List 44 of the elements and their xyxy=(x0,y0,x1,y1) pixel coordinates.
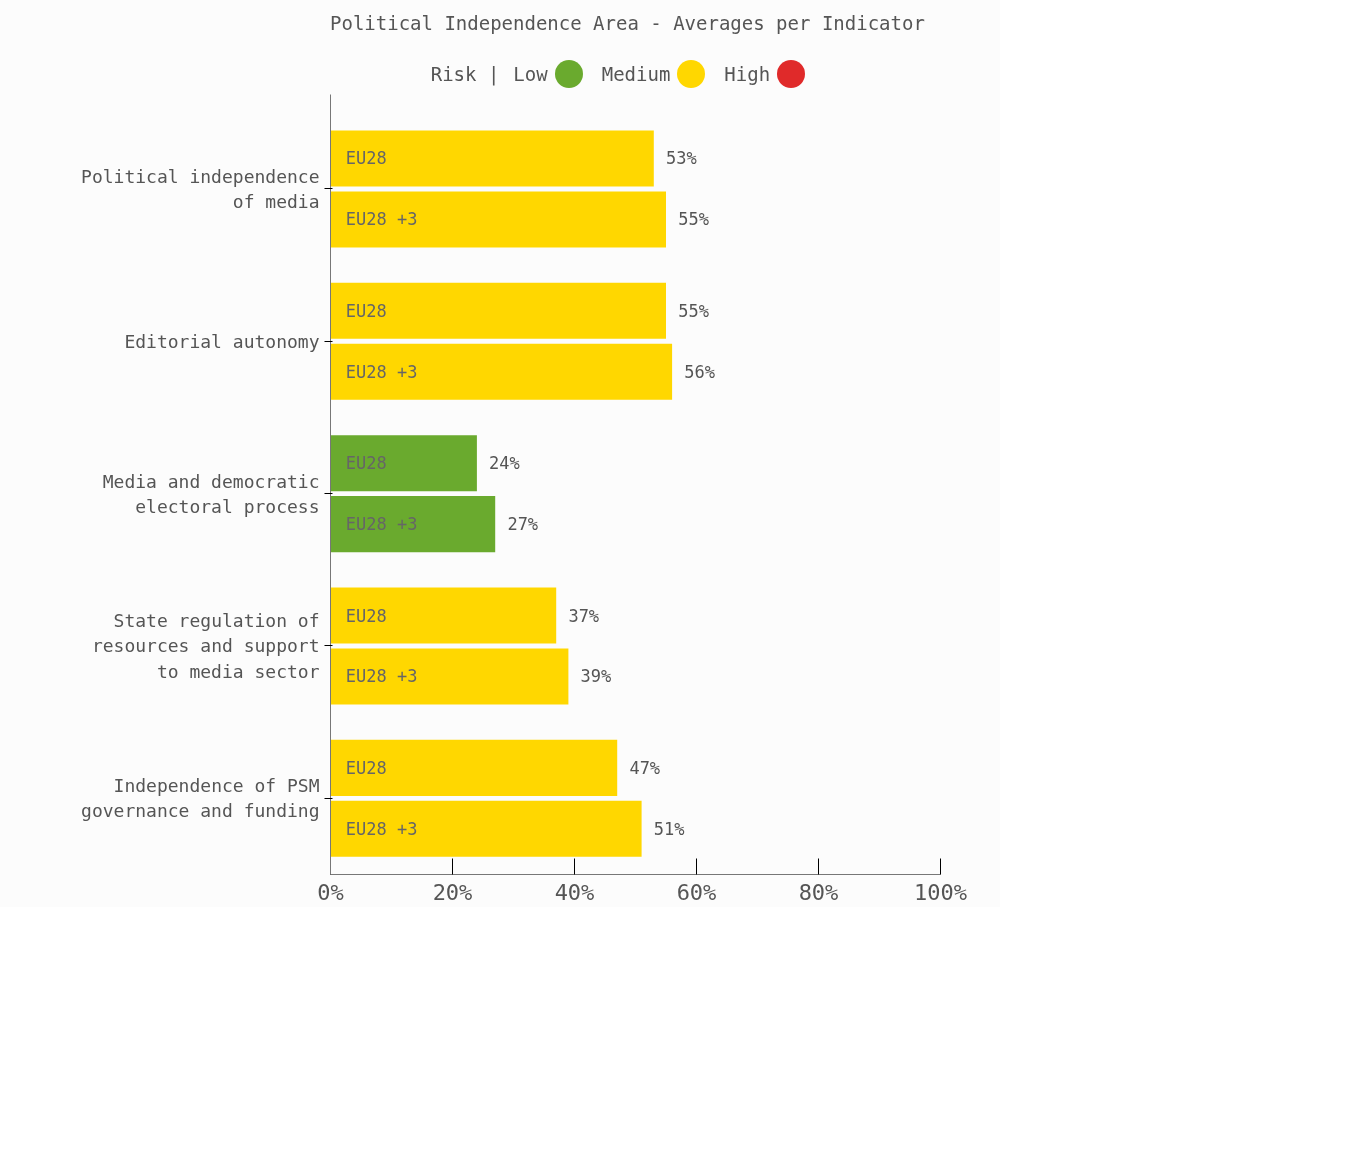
bar xyxy=(330,435,477,492)
text: EU28 +3 xyxy=(345,361,418,382)
text: EU28 xyxy=(345,453,387,474)
text: EU28 +3 xyxy=(345,818,418,839)
y-tick-label: Media and democratic electoral process xyxy=(102,470,320,517)
text: EU28 xyxy=(345,605,387,626)
data-label: 51% xyxy=(653,818,685,839)
bar xyxy=(330,800,642,857)
bar xyxy=(330,191,666,248)
y-tick-label: Political independence of media xyxy=(81,165,320,213)
data-label: 55% xyxy=(678,209,709,230)
bar xyxy=(330,587,557,644)
data-label: 55% xyxy=(678,300,709,321)
x-tick-label: 100% xyxy=(914,879,967,905)
bar xyxy=(330,343,673,400)
data-label: 47% xyxy=(629,758,661,778)
x-tick-label: 20% xyxy=(432,879,473,905)
data-label: 56% xyxy=(684,361,716,382)
y-tick-label: Editorial autonomy xyxy=(124,330,320,352)
text: EU28 +3 xyxy=(345,666,418,687)
y-tick-label: State regulation of resources and support to media sector xyxy=(91,610,320,682)
data-label: 24% xyxy=(489,453,520,474)
text: EU28 xyxy=(345,758,387,778)
x-tick-label: 0% xyxy=(317,879,344,905)
series-label: EU28 +3 xyxy=(345,209,418,230)
legend: Risk | Low Medium High xyxy=(330,59,925,90)
bar xyxy=(330,496,496,553)
data-label: 39% xyxy=(580,666,612,687)
x-tick-label: 60% xyxy=(676,879,717,905)
bar xyxy=(330,648,569,705)
series-label: EU28 xyxy=(345,148,387,169)
bar xyxy=(330,130,654,187)
x-tick-label: 80% xyxy=(798,879,839,905)
y-tick-label: Independence of PSM governance and funding xyxy=(81,775,320,822)
text: EU28 +3 xyxy=(345,514,418,535)
x-tick-label: 40% xyxy=(554,879,595,905)
data-label: 27% xyxy=(507,514,539,535)
bar xyxy=(330,739,618,797)
chart-title: Political Independence Area - Averages per Indicator xyxy=(330,11,925,36)
data-label: 37% xyxy=(568,605,600,626)
text: EU28 xyxy=(345,300,387,321)
data-label: 53% xyxy=(666,148,697,169)
legend-title: Risk | xyxy=(430,61,500,88)
bar xyxy=(330,282,666,339)
